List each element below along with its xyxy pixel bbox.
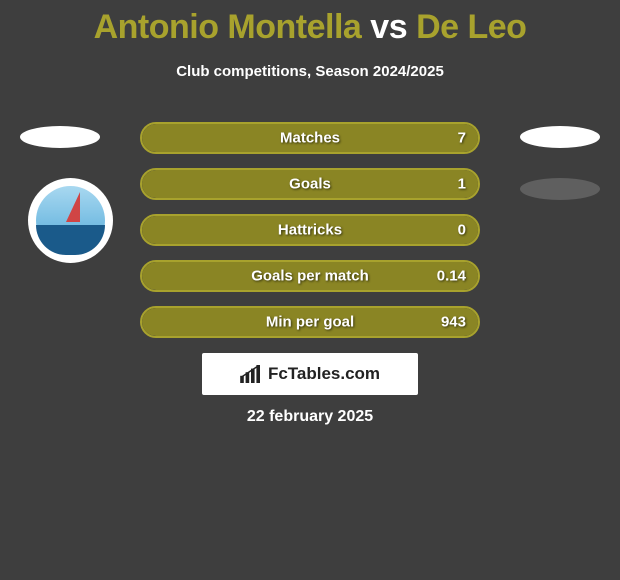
stat-label: Hattricks bbox=[142, 222, 478, 239]
stat-row: Goals per match0.14 bbox=[140, 260, 480, 292]
stat-label: Goals per match bbox=[142, 268, 478, 285]
club-logo-wave bbox=[36, 225, 105, 255]
stat-row: Goals1 bbox=[140, 168, 480, 200]
stat-label: Goals bbox=[142, 176, 478, 193]
bar-chart-icon bbox=[240, 365, 262, 383]
stat-value: 7 bbox=[458, 130, 466, 147]
player2-name: De Leo bbox=[416, 8, 526, 46]
player2-club-placeholder bbox=[520, 178, 600, 200]
stat-value: 1 bbox=[458, 176, 466, 193]
stat-row: Hattricks0 bbox=[140, 214, 480, 246]
stat-label: Min per goal bbox=[142, 314, 478, 331]
watermark-text: FcTables.com bbox=[268, 364, 380, 384]
watermark: FcTables.com bbox=[202, 353, 418, 395]
player1-photo-placeholder bbox=[20, 126, 100, 148]
stat-value: 0.14 bbox=[437, 268, 466, 285]
player2-photo-placeholder bbox=[520, 126, 600, 148]
stat-row: Matches7 bbox=[140, 122, 480, 154]
subtitle: Club competitions, Season 2024/2025 bbox=[0, 63, 620, 80]
stat-label: Matches bbox=[142, 130, 478, 147]
stat-value: 943 bbox=[441, 314, 466, 331]
date: 22 february 2025 bbox=[0, 408, 620, 426]
club-logo-sail bbox=[66, 192, 80, 222]
stat-row: Min per goal943 bbox=[140, 306, 480, 338]
club-logo bbox=[28, 178, 113, 263]
stat-value: 0 bbox=[458, 222, 466, 239]
comparison-title: Antonio Montella vs De Leo bbox=[0, 0, 620, 47]
stats-table: Matches7Goals1Hattricks0Goals per match0… bbox=[140, 122, 480, 352]
title-vs: vs bbox=[370, 8, 407, 46]
player1-name: Antonio Montella bbox=[94, 8, 362, 46]
